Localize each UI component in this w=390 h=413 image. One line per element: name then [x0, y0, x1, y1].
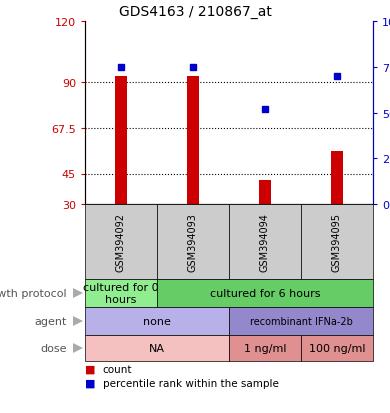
Text: cultured for 6 hours: cultured for 6 hours — [210, 288, 320, 298]
Text: dose: dose — [41, 343, 67, 353]
Text: ■: ■ — [85, 378, 96, 388]
Text: recombinant IFNa-2b: recombinant IFNa-2b — [250, 316, 353, 326]
Text: GSM394095: GSM394095 — [332, 212, 342, 271]
Text: growth protocol: growth protocol — [0, 288, 67, 298]
Text: GSM394093: GSM394093 — [188, 213, 198, 271]
Text: percentile rank within the sample: percentile rank within the sample — [103, 378, 278, 388]
Bar — [186, 77, 199, 204]
Text: NA: NA — [149, 343, 165, 353]
Text: none: none — [143, 316, 171, 326]
Bar — [115, 77, 128, 204]
Text: GSM394092: GSM394092 — [116, 212, 126, 271]
Text: count: count — [103, 364, 132, 374]
Text: 1 ng/ml: 1 ng/ml — [244, 343, 286, 353]
Text: cultured for 0
hours: cultured for 0 hours — [83, 282, 159, 304]
Text: 100 ng/ml: 100 ng/ml — [309, 343, 365, 353]
Text: ■: ■ — [85, 364, 96, 374]
Bar — [259, 180, 271, 204]
Text: agent: agent — [35, 316, 67, 326]
Text: GSM394094: GSM394094 — [260, 213, 270, 271]
Text: GDS4163 / 210867_at: GDS4163 / 210867_at — [119, 5, 271, 19]
Bar — [330, 152, 344, 204]
